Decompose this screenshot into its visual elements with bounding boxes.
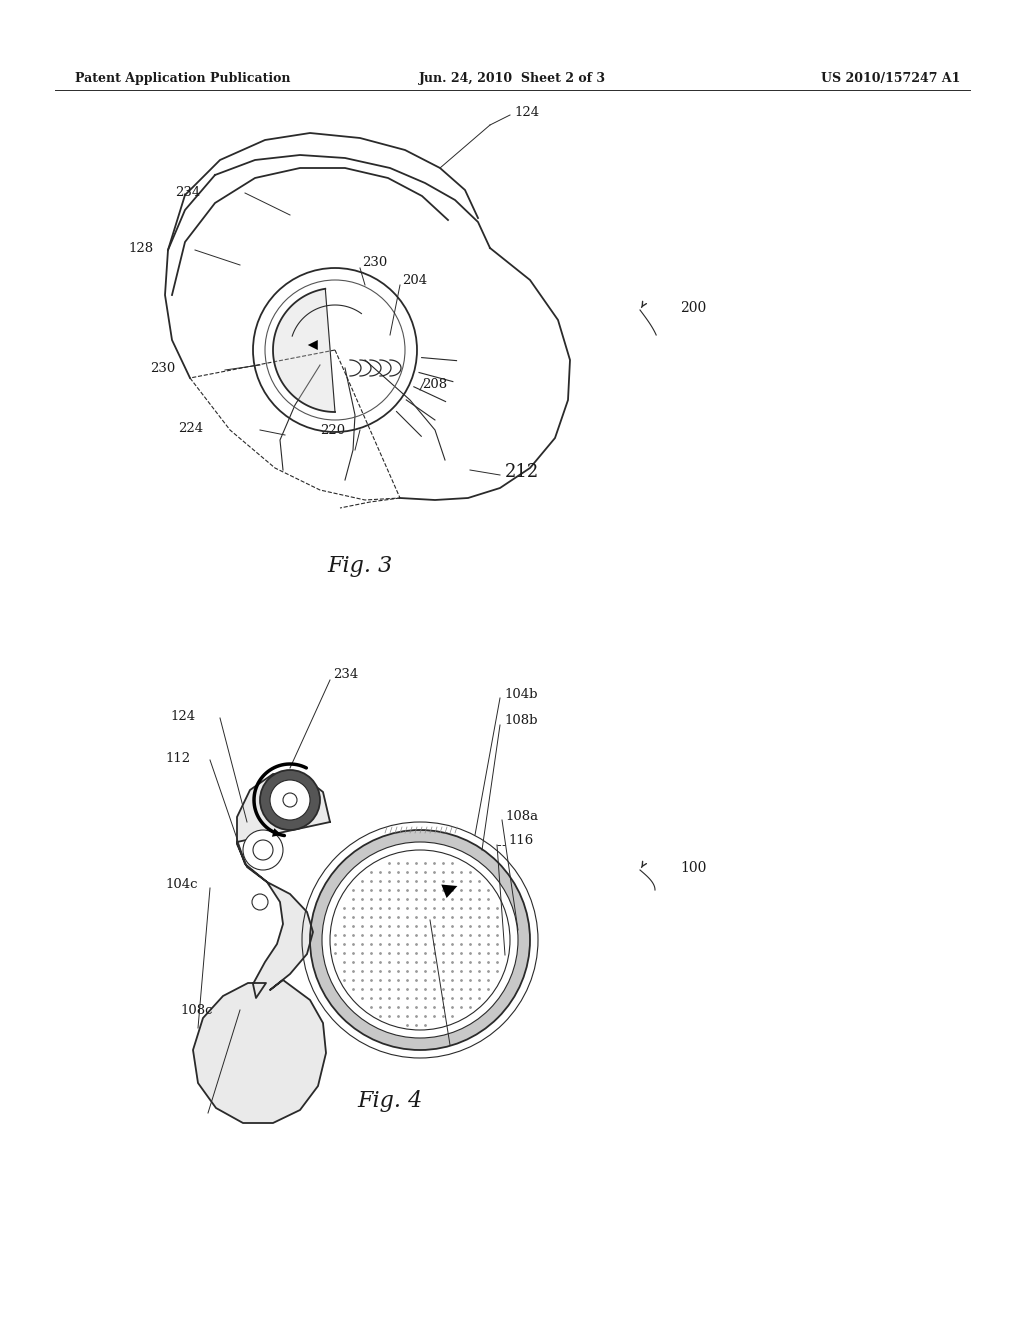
Polygon shape xyxy=(273,289,335,412)
Text: 104b: 104b xyxy=(504,688,538,701)
Text: 208: 208 xyxy=(422,379,447,392)
Text: 108b: 108b xyxy=(504,714,538,727)
Text: US 2010/157247 A1: US 2010/157247 A1 xyxy=(820,73,961,84)
Text: 230: 230 xyxy=(362,256,387,268)
Text: 224: 224 xyxy=(178,421,203,434)
Text: 108a: 108a xyxy=(505,809,539,822)
Text: Fig. 3: Fig. 3 xyxy=(328,554,392,577)
Text: 104c: 104c xyxy=(165,878,198,891)
Text: Patent Application Publication: Patent Application Publication xyxy=(75,73,291,84)
Text: 200: 200 xyxy=(680,301,707,315)
Circle shape xyxy=(243,830,283,870)
Text: 108c: 108c xyxy=(180,1003,213,1016)
Circle shape xyxy=(253,840,273,861)
Text: 128: 128 xyxy=(128,242,154,255)
Text: 220: 220 xyxy=(319,424,345,437)
Polygon shape xyxy=(193,774,330,1123)
Text: 124: 124 xyxy=(514,106,539,119)
Circle shape xyxy=(283,793,297,807)
Circle shape xyxy=(310,830,530,1049)
Circle shape xyxy=(330,850,510,1030)
Circle shape xyxy=(322,842,518,1038)
Text: Jun. 24, 2010  Sheet 2 of 3: Jun. 24, 2010 Sheet 2 of 3 xyxy=(419,73,605,84)
Text: 234: 234 xyxy=(333,668,358,681)
Text: 100: 100 xyxy=(680,861,707,875)
Circle shape xyxy=(270,780,310,820)
Text: 116: 116 xyxy=(508,834,534,847)
Text: 234: 234 xyxy=(175,186,201,198)
Text: 212: 212 xyxy=(505,463,540,480)
Circle shape xyxy=(252,894,268,909)
Circle shape xyxy=(260,770,319,830)
Text: 204: 204 xyxy=(402,273,427,286)
Text: 104a: 104a xyxy=(415,933,449,946)
Text: 124: 124 xyxy=(170,710,196,722)
Text: 230: 230 xyxy=(150,362,175,375)
Text: Fig. 4: Fig. 4 xyxy=(357,1090,423,1111)
Text: 112: 112 xyxy=(165,751,190,764)
